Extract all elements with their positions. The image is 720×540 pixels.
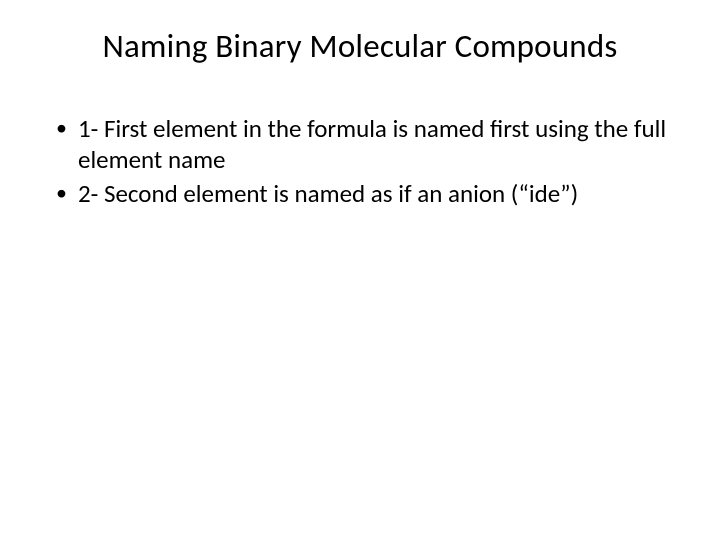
- bullet-text: 1- First element in the formula is named…: [78, 113, 666, 175]
- slide: Naming Binary Molecular Compounds 1- Fir…: [0, 0, 720, 540]
- bullet-list: 1- First element in the formula is named…: [50, 114, 670, 210]
- bullet-text: 2- Second element is named as if an anio…: [78, 178, 578, 209]
- slide-title: Naming Binary Molecular Compounds: [50, 26, 670, 66]
- slide-body: 1- First element in the formula is named…: [50, 114, 670, 210]
- list-item: 2- Second element is named as if an anio…: [50, 179, 670, 210]
- list-item: 1- First element in the formula is named…: [50, 114, 670, 175]
